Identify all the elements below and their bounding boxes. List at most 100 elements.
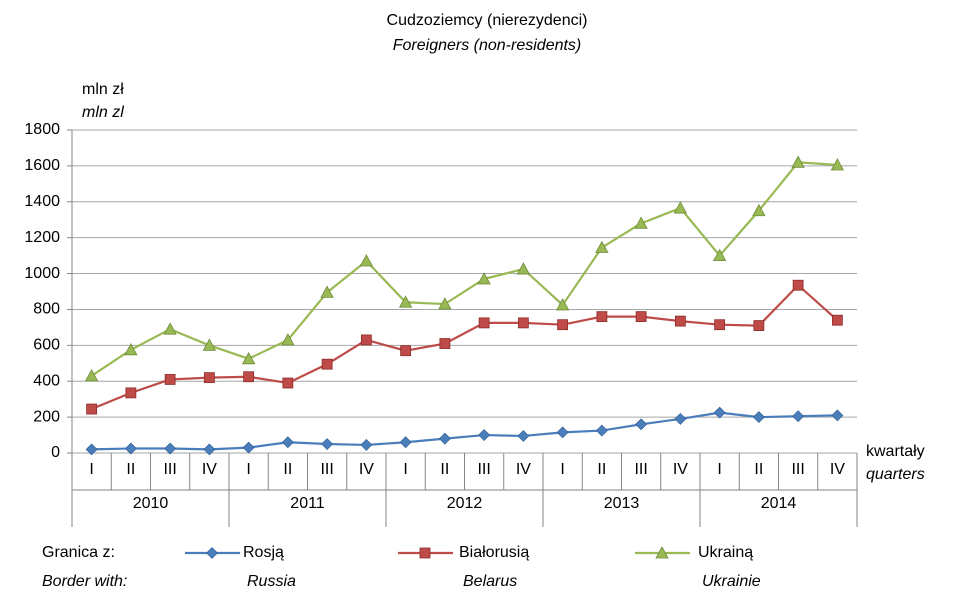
- marker: [517, 430, 530, 442]
- marker: [477, 272, 491, 285]
- legend-label-en: Ukrainie: [702, 573, 761, 590]
- x-tick-label: II: [597, 461, 606, 478]
- marker: [596, 311, 608, 323]
- marker: [791, 155, 805, 168]
- x-tick-label: II: [440, 461, 449, 478]
- marker: [320, 285, 334, 298]
- y-tick-label: 1000: [24, 265, 60, 282]
- x-tick-label: IV: [516, 461, 531, 478]
- marker: [478, 429, 491, 441]
- y-tick-label: 600: [33, 337, 60, 354]
- marker: [635, 418, 648, 431]
- marker: [831, 409, 844, 422]
- y-tick-label: 1800: [24, 121, 60, 138]
- y-tick-label: 400: [33, 372, 60, 389]
- marker: [556, 426, 569, 439]
- marker: [242, 441, 255, 454]
- marker: [164, 442, 177, 455]
- year-label: 2011: [290, 495, 325, 512]
- marker: [595, 424, 608, 437]
- legend-label: Ukrainą: [698, 544, 753, 561]
- x-axis-label: kwartały: [866, 443, 925, 460]
- y-tick-label: 0: [51, 444, 60, 461]
- marker: [635, 311, 647, 323]
- marker: [399, 436, 412, 449]
- marker: [321, 438, 334, 450]
- y-tick-label: 800: [33, 301, 60, 318]
- marker: [203, 372, 215, 384]
- x-tick-label: III: [477, 461, 490, 478]
- legend-title: Granica z:: [42, 544, 115, 561]
- marker: [85, 443, 98, 456]
- marker: [243, 371, 255, 383]
- marker: [439, 338, 451, 349]
- marker: [634, 216, 648, 229]
- marker: [655, 546, 669, 559]
- x-tick-label: IV: [830, 461, 845, 478]
- marker: [713, 406, 726, 419]
- marker: [281, 333, 295, 346]
- marker: [792, 279, 804, 291]
- x-tick-label: IV: [673, 461, 688, 478]
- y-tick-label: 200: [33, 408, 60, 425]
- marker: [674, 315, 686, 327]
- marker: [84, 369, 99, 382]
- marker: [398, 295, 413, 308]
- marker: [282, 377, 294, 389]
- marker: [163, 322, 177, 335]
- marker: [714, 319, 726, 331]
- x-tick-label: III: [320, 461, 333, 478]
- marker: [321, 358, 333, 370]
- marker: [831, 314, 843, 326]
- marker: [124, 342, 138, 356]
- year-label: 2012: [447, 495, 483, 512]
- series-line: [91, 283, 839, 411]
- marker: [673, 201, 688, 214]
- legend-title-en: Border with:: [42, 573, 127, 590]
- chart-title: Cudzoziemcy (nierezydenci): [387, 12, 588, 29]
- marker: [164, 374, 176, 385]
- x-tick-label: I: [560, 461, 564, 478]
- marker: [202, 338, 217, 351]
- legend-label-en: Russia: [247, 573, 296, 590]
- x-tick-label: I: [717, 461, 721, 478]
- marker: [125, 387, 137, 399]
- marker: [86, 403, 98, 415]
- y-axis-label: mln zł: [82, 81, 124, 98]
- year-label: 2014: [761, 495, 797, 512]
- marker: [360, 439, 373, 451]
- chart-subtitle: Foreigners (non-residents): [393, 37, 582, 54]
- year-label: 2013: [604, 495, 640, 512]
- marker: [419, 547, 431, 559]
- marker: [752, 411, 765, 424]
- marker: [557, 319, 569, 331]
- marker: [438, 432, 451, 445]
- x-axis-label-en: quarters: [866, 466, 925, 483]
- x-tick-label: III: [791, 461, 804, 478]
- y-tick-label: 1400: [24, 193, 60, 210]
- marker: [595, 240, 609, 253]
- legend-label: Białorusią: [459, 544, 529, 561]
- marker: [124, 442, 137, 455]
- x-tick-label: IV: [359, 461, 374, 478]
- series-line: [91, 411, 838, 451]
- marker: [753, 320, 765, 331]
- legend-label-en: Belarus: [463, 573, 517, 590]
- x-tick-label: II: [126, 461, 135, 478]
- y-tick-label: 1200: [24, 229, 60, 246]
- marker: [830, 158, 845, 171]
- marker: [478, 317, 490, 329]
- x-tick-label: II: [283, 461, 292, 478]
- marker: [517, 317, 529, 329]
- x-tick-label: IV: [202, 461, 217, 478]
- y-tick-label: 1600: [24, 157, 60, 174]
- x-tick-label: II: [754, 461, 763, 478]
- marker: [203, 443, 216, 456]
- marker: [206, 547, 218, 559]
- marker: [241, 351, 256, 365]
- marker: [360, 334, 372, 346]
- x-tick-label: I: [89, 461, 93, 478]
- y-axis-label-en: mln zl: [82, 104, 124, 121]
- marker: [752, 203, 766, 217]
- year-label: 2010: [133, 495, 169, 512]
